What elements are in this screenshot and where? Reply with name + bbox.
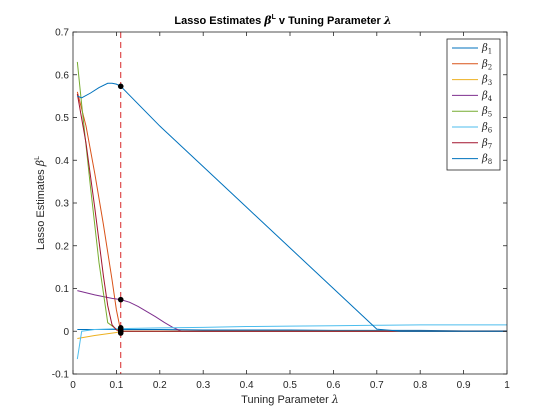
series-line-7 [76, 93, 507, 332]
y-tick-label: 0.2 [55, 241, 69, 252]
legend-label-4: β4 [481, 90, 493, 103]
y-tick-label: -0.1 [52, 370, 70, 381]
y-tick-label: 0.5 [55, 113, 69, 124]
plot-area [73, 32, 507, 374]
legend-label-8: β8 [481, 154, 492, 167]
legend-label-7: β7 [481, 138, 492, 151]
chart-title-beta-sup: L [272, 14, 277, 21]
legend: β1 β2 β3 β4 β5 β6 β7 β8 [446, 38, 501, 171]
x-tick-label: 0.8 [413, 380, 427, 391]
legend-label-5: β5 [481, 106, 492, 119]
chart-title-middle: v Tuning Parameter [276, 15, 384, 27]
chart-title-beta: β [263, 14, 272, 27]
legend-label-2: β2 [481, 59, 492, 72]
marker-point-2 [117, 296, 124, 303]
x-tick-label: 0.4 [240, 380, 254, 391]
y-tick-label: 0.6 [55, 70, 69, 81]
x-tick-label: 0.7 [370, 380, 384, 391]
y-axis-label: Lasso Estimates βL [34, 156, 47, 250]
x-axis-label: Tuning Parameter λ [241, 393, 339, 406]
x-tick-label: 0 [70, 380, 76, 391]
series-line-1 [77, 329, 507, 332]
marker-layer [117, 83, 124, 336]
marker-point-1 [117, 83, 124, 90]
y-tick-label: 0.1 [55, 284, 69, 295]
x-axis-label-lambda: λ [331, 393, 339, 406]
x-tick-label: 0.3 [196, 380, 210, 391]
y-tick-label: 0 [63, 327, 69, 338]
y-axis-label-beta-sup: L [34, 156, 41, 160]
legend-items: β1 β2 β3 β4 β5 β6 β7 β8 [452, 43, 493, 166]
x-tick-label: 1 [504, 380, 510, 391]
y-axis-label-beta: β [34, 160, 47, 167]
y-tick-label: 0.7 [55, 28, 69, 39]
legend-label-1: β1 [481, 43, 492, 56]
chart-title-lambda: λ [383, 14, 392, 27]
x-tick-label: 0.2 [153, 380, 167, 391]
y-tick-label: 0.3 [55, 199, 69, 210]
x-tick-label: 0.1 [109, 380, 123, 391]
legend-box [446, 38, 501, 171]
series-line-6 [76, 324, 507, 360]
marker-point-6 [117, 330, 124, 336]
chart-title-prefix: Lasso Estimates [174, 15, 264, 27]
legend-label-3: β3 [481, 75, 492, 88]
legend-label-6: β6 [481, 122, 493, 135]
chart-title: Lasso Estimates βL v Tuning Parameter λ [174, 14, 391, 27]
y-axis-label-text: Lasso Estimates [35, 166, 47, 250]
x-tick-label: 0.6 [326, 380, 340, 391]
series-line-8 [77, 82, 507, 332]
x-axis-label-text: Tuning Parameter [241, 394, 332, 406]
x-tick-label: 0.9 [457, 380, 471, 391]
tick-layer: 0 0.1 0.2 0.3 0.4 0.5 0.6 0.7 0.8 0.9 1-0.100.10.2… [52, 28, 510, 392]
y-tick-label: 0.4 [55, 156, 69, 167]
x-tick-label: 0.5 [283, 380, 297, 391]
